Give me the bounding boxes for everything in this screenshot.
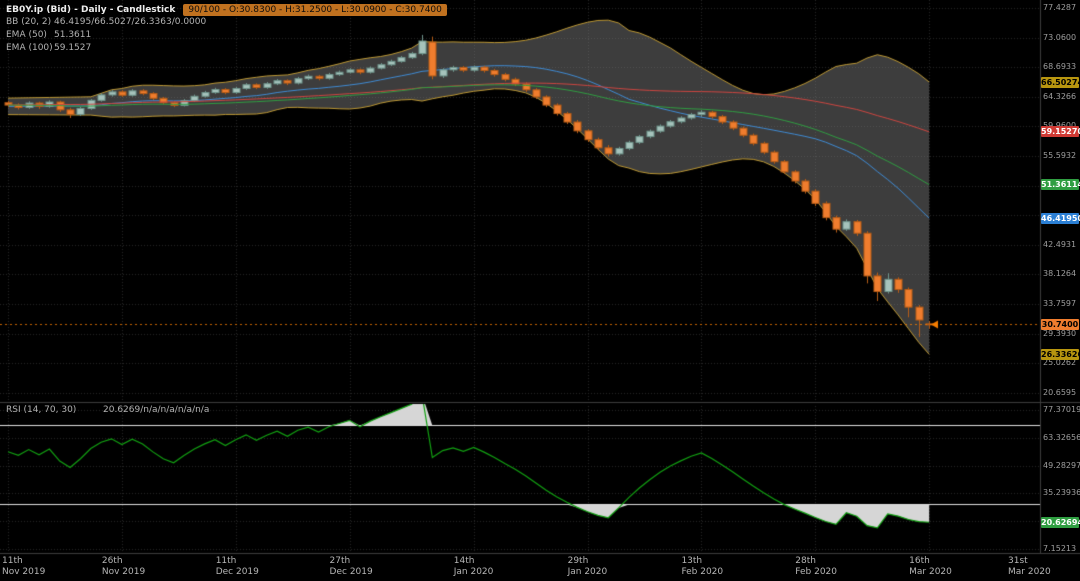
indicator-label-ema100: EMA (100) bbox=[6, 43, 53, 53]
chart-legend: EB0Y.ip (Bid) - Daily - Candlestick 90/1… bbox=[6, 3, 447, 56]
indicator-row-ema50: EMA (50) 51.3611 bbox=[6, 30, 447, 43]
indicator-row-ema100: EMA (100) 59.1527 bbox=[6, 43, 447, 56]
indicator-row-bb: BB (20, 2) 46.4195/66.5027/26.3363/0.000… bbox=[6, 17, 447, 30]
ohlc-summary-chip: 90/100 - O:30.8300 - H:31.2500 - L:30.09… bbox=[183, 4, 447, 16]
indicator-label-rsi: RSI (14, 70, 30) bbox=[6, 405, 77, 415]
indicator-value-ema50: 51.3611 bbox=[54, 30, 92, 40]
indicator-value-rsi: 20.6269/n/a/n/a/n/a/n/a bbox=[103, 405, 210, 415]
indicator-label-ema50: EMA (50) bbox=[6, 30, 47, 40]
symbol-title: EB0Y.ip (Bid) - Daily - Candlestick bbox=[6, 5, 176, 15]
indicator-value-ema100: 59.1527 bbox=[54, 43, 92, 53]
indicator-value-bb: 46.4195/66.5027/26.3363/0.0000 bbox=[54, 17, 207, 27]
indicator-label-bb: BB (20, 2) bbox=[6, 17, 52, 27]
legend-title-row: EB0Y.ip (Bid) - Daily - Candlestick 90/1… bbox=[6, 3, 447, 17]
